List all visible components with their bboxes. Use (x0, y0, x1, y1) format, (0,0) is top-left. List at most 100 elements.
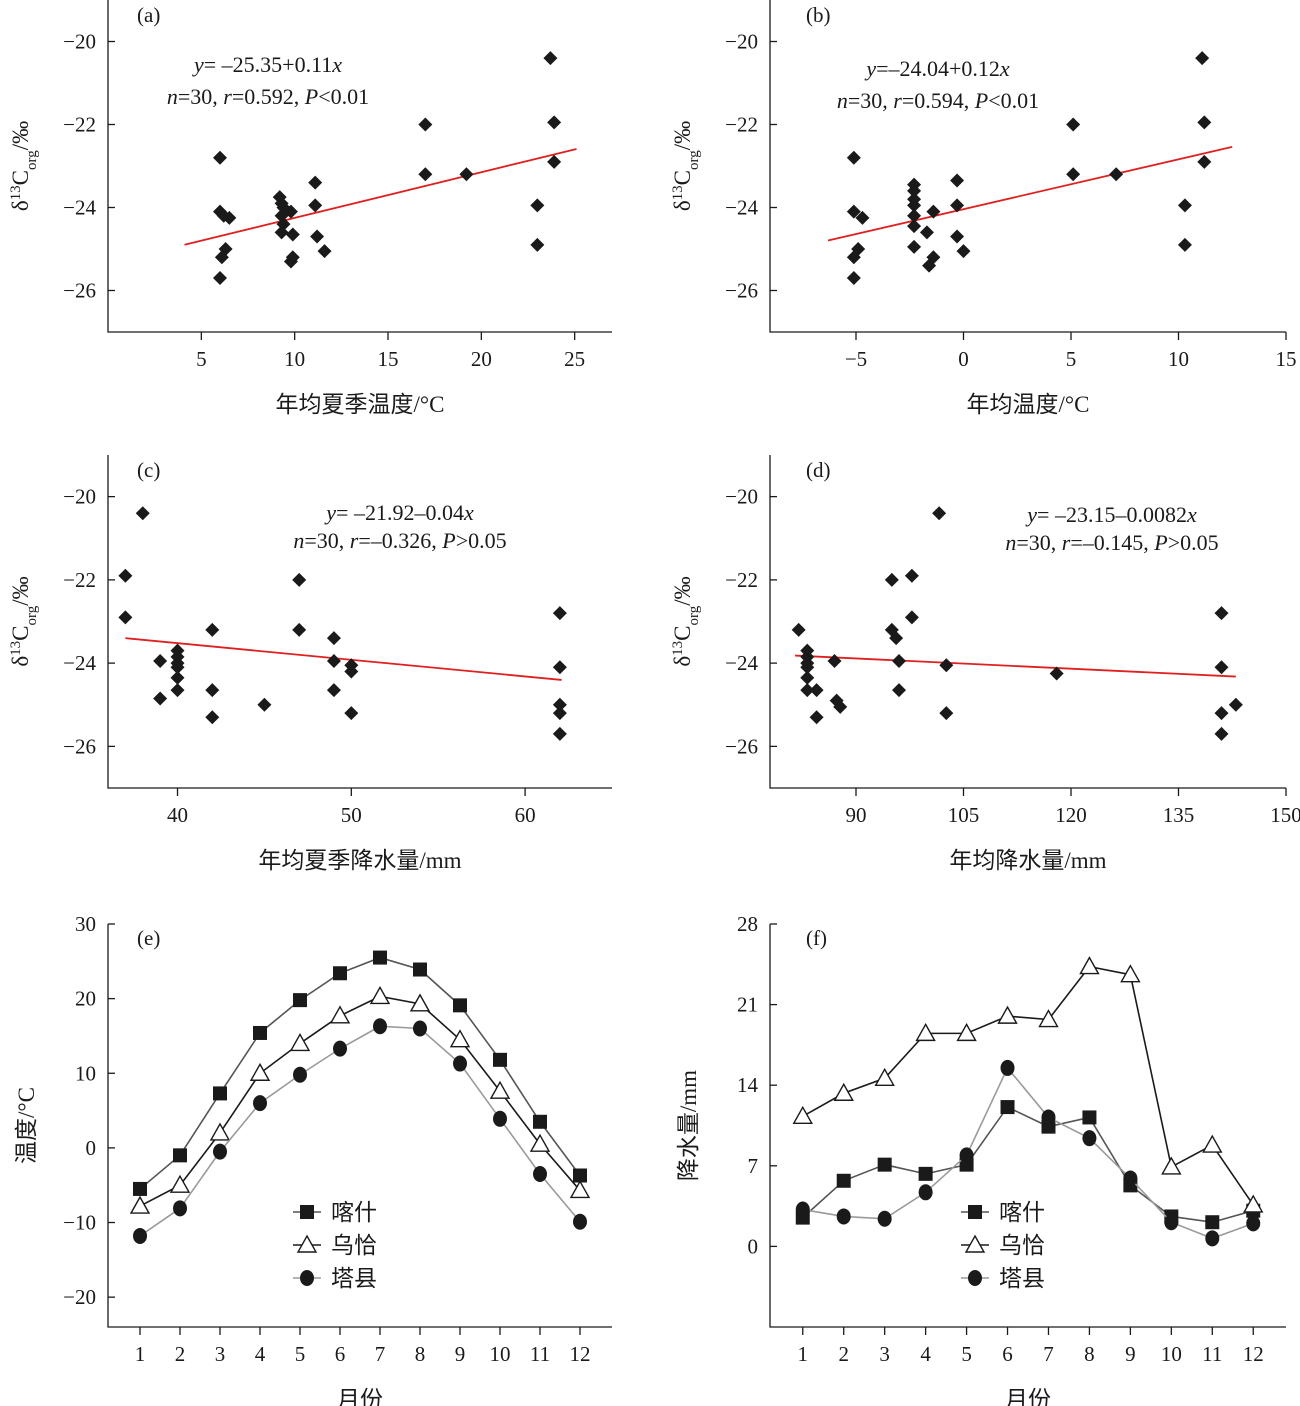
data-point (153, 691, 168, 706)
data-point (552, 660, 567, 675)
data-point (552, 606, 567, 621)
data-point (1214, 606, 1229, 621)
panel-label: (a) (137, 3, 160, 27)
x-tick-label: 6 (1002, 1342, 1013, 1366)
data-point (418, 117, 433, 132)
series-point (253, 1025, 267, 1040)
data-point (939, 658, 954, 673)
y-axis-title: 降水量/mm (676, 1070, 701, 1181)
series-point (1038, 1009, 1059, 1028)
series-point (293, 1066, 307, 1083)
regression-equation: y= –23.15–0.0082x (1025, 502, 1197, 527)
y-tick-label: −26 (725, 279, 758, 303)
data-point (308, 198, 323, 213)
data-point (846, 271, 861, 286)
data-point (170, 660, 185, 675)
series-point (1000, 1100, 1015, 1115)
y-tick-label: −22 (725, 568, 758, 592)
x-tick-label: 3 (879, 1342, 890, 1366)
x-tick-label: 40 (167, 803, 188, 827)
data-point (1195, 51, 1210, 66)
series-point (289, 1032, 311, 1052)
y-tick-label: −24 (725, 651, 758, 675)
series-point (333, 1040, 347, 1057)
data-point (170, 670, 185, 685)
data-point (1177, 198, 1192, 213)
data-point (547, 115, 562, 130)
axis-frame (769, 0, 1286, 333)
series-point (1082, 1130, 1097, 1147)
data-point (292, 572, 307, 587)
series-point (1164, 1214, 1179, 1231)
regression-line (125, 637, 562, 681)
series-point (877, 1157, 892, 1172)
axis-frame (107, 0, 612, 333)
data-point (892, 683, 906, 698)
data-point (939, 706, 954, 721)
x-tick-label: 5 (295, 1342, 306, 1366)
series-point (293, 993, 307, 1008)
panel-label: (c) (137, 458, 160, 482)
data-point (907, 198, 922, 213)
data-point (1066, 117, 1081, 132)
x-tick-label: 50 (341, 803, 362, 827)
legend-label: 喀什 (999, 1200, 1045, 1225)
series-point (533, 1166, 547, 1183)
data-point (118, 610, 133, 625)
data-point (552, 697, 567, 712)
series-point (493, 1052, 507, 1067)
x-tick-label: 25 (564, 347, 585, 371)
axis-frame (769, 924, 1286, 1328)
panel-b-chart: −26 −24 −22 −20 −5 0 5 10 15 (b) 年均温度/°C δ13Corg/‰ y… (670, 0, 1297, 417)
regression-line (795, 654, 1236, 678)
series-point (489, 1080, 511, 1099)
data-point (851, 242, 866, 256)
y-tick-label: −22 (63, 113, 96, 137)
series-line (802, 965, 1254, 1206)
y-axis-title: δ13Corg/‰ (670, 576, 702, 666)
x-tick-label: 15 (1276, 347, 1297, 371)
panel-d-chart: −26 −24 −22 −20 90 105 120 135 150 (d) 年均降水量/mm δ13… (670, 455, 1300, 873)
series-point (173, 1200, 187, 1217)
series-point (959, 1147, 974, 1164)
panel-c-chart: −26 −24 −22 −20 40 50 60 (c) 年均夏季降水量/mm δ13Corg/‰… (8, 455, 612, 873)
series-line (139, 1025, 581, 1237)
data-point (800, 670, 815, 685)
data-point (889, 631, 904, 646)
panel-a-chart: −26 −24 −22 −20 5 10 15 20 25 (a) 年均夏季温度/°C δ13Corg… (8, 0, 612, 417)
data-point (1214, 726, 1229, 741)
axis-frame (107, 455, 612, 789)
series-point (213, 1086, 227, 1101)
data-point (317, 244, 332, 259)
x-tick-label: 5 (961, 1342, 972, 1366)
data-point (956, 244, 971, 259)
data-point (283, 204, 298, 219)
data-point (809, 710, 824, 725)
data-point (950, 229, 965, 244)
data-point (1109, 167, 1124, 182)
data-point (1197, 115, 1212, 130)
series-point (833, 1082, 854, 1101)
data-point (800, 683, 815, 698)
data-point (326, 631, 341, 646)
x-tick-label: 9 (1125, 1342, 1136, 1366)
x-tick-label: 8 (415, 1342, 426, 1366)
series-point (253, 1095, 267, 1112)
data-point (800, 660, 815, 675)
x-tick-label: 7 (1043, 1342, 1054, 1366)
series-point (413, 962, 427, 977)
series-point (915, 1022, 936, 1042)
x-tick-label: 120 (1055, 803, 1087, 827)
series-point (573, 1168, 587, 1183)
data-point (459, 167, 474, 182)
y-tick-label: 7 (748, 1154, 759, 1178)
series-point (1000, 1059, 1015, 1076)
x-tick-label: 12 (1243, 1342, 1264, 1366)
data-point (344, 664, 359, 679)
series-point (133, 1227, 147, 1244)
data-point (552, 726, 567, 741)
series-point (529, 1133, 551, 1152)
x-tick-label: 15 (378, 347, 399, 371)
